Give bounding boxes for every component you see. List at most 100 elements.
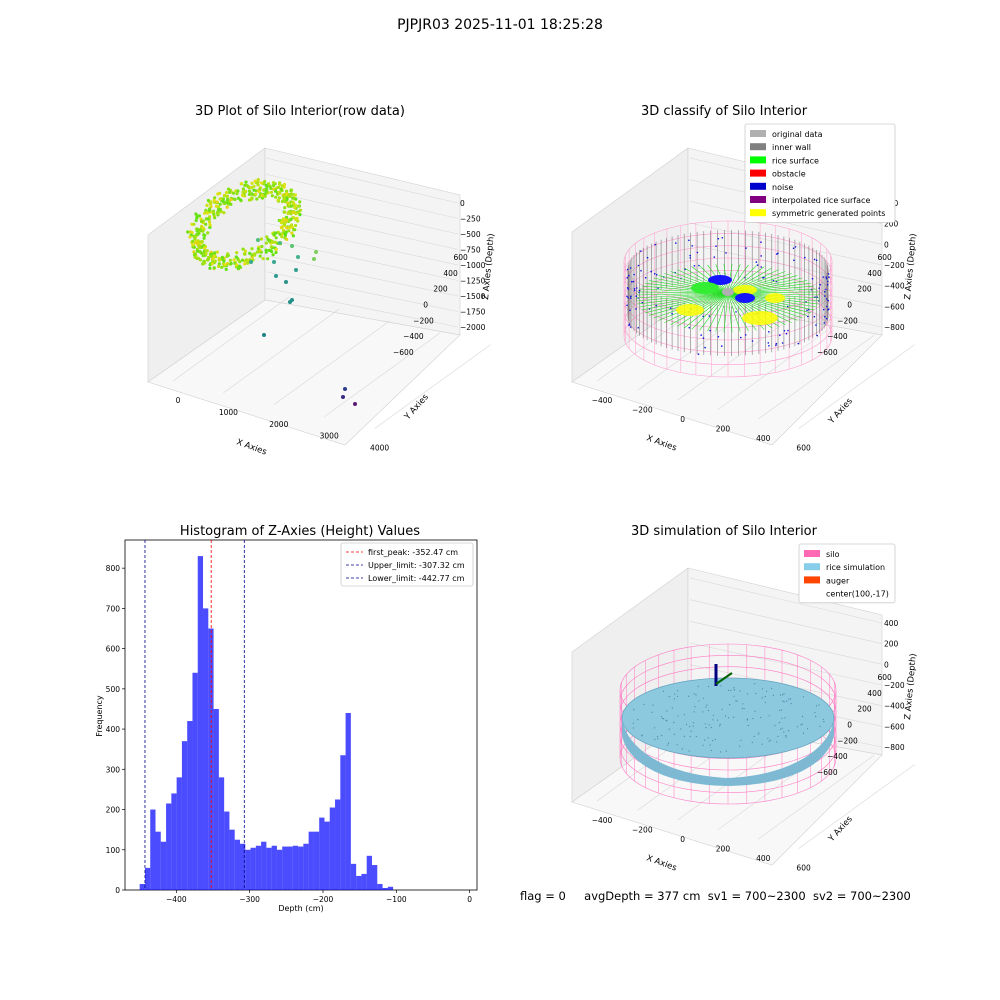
rice-mesh-dot — [785, 735, 787, 737]
rice-surface-line — [727, 264, 749, 294]
raw-outlier-point — [343, 387, 347, 391]
noise-point — [827, 280, 829, 283]
rice-mesh-dot — [662, 690, 665, 693]
rice-mesh-dot — [697, 685, 699, 688]
p2-xtick: 0 — [680, 415, 685, 424]
rice-mesh-dot — [695, 735, 697, 738]
noise-point — [691, 245, 693, 247]
rice-mesh-dot — [688, 695, 690, 697]
rice-mesh-dot — [643, 703, 645, 706]
rice-mesh-dot — [783, 701, 785, 703]
rice-mesh-dot — [781, 727, 783, 729]
rice-surface-line — [639, 292, 729, 308]
raw-point — [220, 255, 224, 259]
rice-mesh-dot — [733, 687, 735, 689]
noise-point — [708, 315, 711, 317]
noise-point — [633, 273, 635, 276]
rice-mesh-dot — [772, 694, 775, 697]
rice-mesh-dot — [780, 709, 783, 711]
rice-mesh-dot — [685, 723, 688, 726]
raw-point — [255, 197, 259, 201]
rice-mesh-dot — [673, 733, 675, 736]
raw-point — [274, 247, 278, 251]
raw-point — [233, 197, 237, 201]
histogram-bar — [340, 755, 346, 890]
raw-point — [190, 231, 194, 235]
noise-point — [629, 297, 632, 300]
noise-point — [777, 252, 779, 254]
histogram-ytick-label: 400 — [106, 725, 121, 734]
rice-mesh-dot — [719, 723, 721, 726]
raw-point — [213, 259, 217, 263]
raw-point — [244, 180, 248, 184]
histogram-bar — [208, 628, 214, 890]
rice-mesh-dot — [689, 735, 691, 738]
rice-mesh-dot — [666, 710, 668, 712]
p2-ztick: 200 — [884, 220, 899, 229]
raw-point — [215, 200, 219, 204]
raw-outlier-point — [262, 333, 266, 337]
noise-point — [827, 273, 830, 275]
histogram-ytick-label: 100 — [106, 846, 121, 855]
histogram-bar — [176, 777, 182, 890]
raw-outlier-point — [290, 298, 294, 302]
noise-point — [627, 288, 630, 290]
p1-xtick: 3000 — [320, 432, 339, 441]
histogram-bar — [366, 855, 372, 890]
raw-point — [199, 217, 203, 221]
p1-ytick: 200 — [433, 285, 448, 294]
raw-outlier-point — [314, 250, 318, 254]
raw-point — [209, 202, 213, 206]
raw-point — [193, 255, 197, 259]
noise-point — [818, 287, 820, 290]
raw-point — [213, 216, 217, 220]
rice-mesh-dot — [800, 724, 802, 726]
panel4-ylabel: Y Axies — [826, 814, 855, 845]
noise-point — [704, 346, 706, 349]
rice-mesh-dot — [706, 704, 708, 706]
raw-point — [256, 247, 260, 251]
raw-point — [234, 255, 238, 259]
rice-mesh-dot — [702, 744, 704, 746]
rice-mesh-dot — [673, 722, 675, 724]
raw-point — [226, 187, 231, 191]
raw-point — [195, 214, 199, 218]
rice-mesh-dot — [677, 690, 679, 692]
rice-surface-line — [727, 265, 757, 294]
noise-point — [632, 280, 635, 283]
p1-xtick: 1000 — [219, 408, 238, 417]
rice-mesh-dot — [709, 744, 711, 746]
panel2-ylabel: Y Axies — [826, 396, 855, 427]
rice-mesh-dot — [698, 700, 700, 702]
noise-point — [823, 322, 826, 324]
raw-point — [208, 215, 212, 219]
raw-point — [283, 236, 287, 240]
noise-point — [740, 336, 742, 339]
p1-ytick: 600 — [454, 253, 469, 262]
noise-point — [806, 309, 808, 312]
noise-point — [825, 298, 828, 300]
rice-mesh-dot — [661, 735, 663, 737]
histogram-axes: −400 −300 −200 −100 0 0 100 200 300 400 500 600 700… — [95, 539, 478, 913]
silo-ring — [623, 269, 833, 353]
raw-point — [241, 193, 245, 197]
rice-mesh-dot — [802, 715, 804, 718]
raw-point — [271, 183, 276, 188]
raw-point — [226, 252, 230, 256]
rice-mesh-dot — [710, 727, 712, 729]
raw-point — [216, 209, 220, 214]
panel4-legend-swatch — [804, 563, 820, 571]
rice-mesh-dot — [741, 707, 744, 709]
histogram-bar — [150, 809, 156, 890]
panel1-zlabel: Z Axies (Depth) — [481, 233, 497, 300]
raw-point — [243, 249, 248, 253]
p4-ztick: −400 — [884, 702, 905, 711]
raw-point — [215, 250, 219, 254]
rice-mesh-dot — [660, 716, 663, 718]
histogram-bar — [356, 875, 362, 890]
rice-surface-line — [645, 292, 729, 314]
raw-point — [248, 251, 252, 255]
panel2-legend: original data inner wall rice surface obsta… — [744, 123, 896, 223]
silo-ring — [623, 245, 833, 329]
raw-outlier-point — [278, 241, 282, 245]
